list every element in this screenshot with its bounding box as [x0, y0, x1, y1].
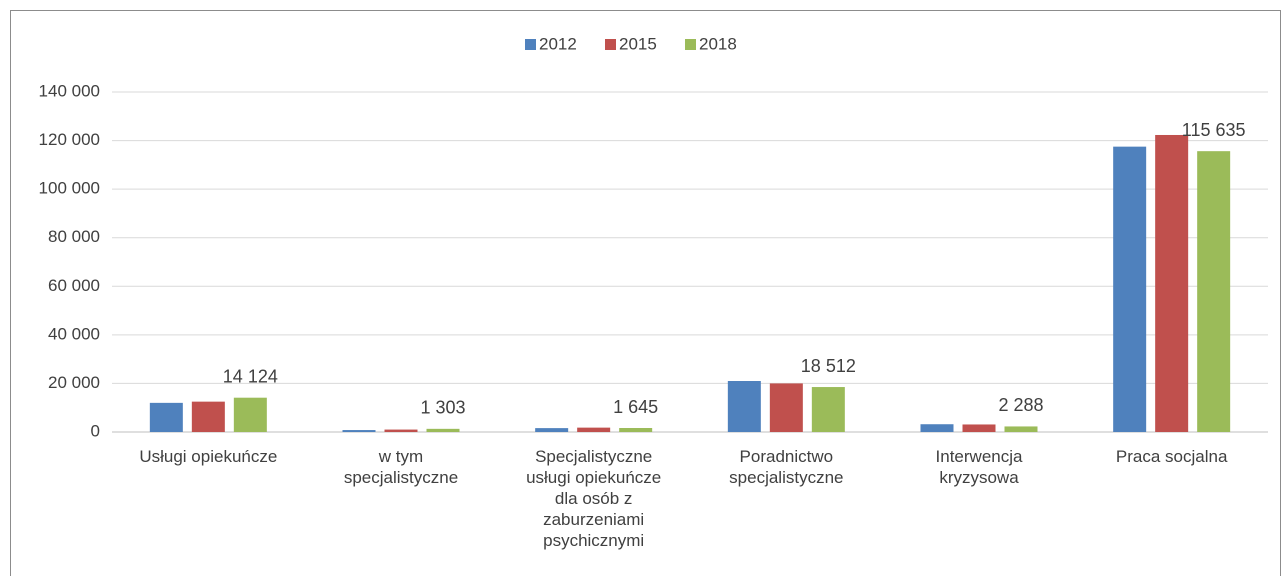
bar [920, 424, 954, 432]
y-tick-label: 80 000 [48, 227, 100, 246]
y-tick-label: 0 [91, 421, 100, 440]
legend-swatch [525, 39, 536, 50]
chart-frame [10, 10, 1281, 576]
bar [619, 428, 653, 432]
bar [426, 428, 460, 432]
bar [233, 397, 267, 432]
y-tick-label: 40 000 [48, 324, 100, 343]
x-tick-label: Specjalistyczne usługi opiekuńcze dla os… [526, 447, 662, 550]
bar [1113, 146, 1147, 432]
data-label: 115 635 [1182, 120, 1246, 140]
bar [384, 429, 418, 432]
y-tick-label: 20 000 [48, 373, 100, 392]
bar [962, 424, 996, 432]
y-tick-label: 120 000 [39, 130, 100, 149]
x-tick-label: w tym specjalistyczne [343, 447, 459, 487]
bar [1155, 134, 1189, 432]
legend-swatch [605, 39, 616, 50]
data-label: 1 303 [420, 398, 465, 418]
bar [1004, 426, 1038, 432]
data-label: 18 512 [801, 356, 856, 376]
bar [811, 387, 845, 432]
x-tick-label: Interwencja kryzysowa [935, 447, 1023, 487]
x-tick-label: Praca socjalna [1115, 447, 1228, 466]
legend-swatch [685, 39, 696, 50]
bar [769, 383, 803, 432]
x-tick-label: Usługi opiekuńcze [139, 447, 278, 466]
bar [577, 427, 611, 432]
y-tick-label: 60 000 [48, 276, 100, 295]
y-tick-label: 100 000 [39, 179, 100, 198]
legend-label: 2015 [619, 34, 657, 53]
legend-label: 2018 [699, 34, 737, 53]
legend-label: 2012 [539, 34, 577, 53]
data-label: 14 124 [223, 366, 278, 386]
data-label: 1 645 [613, 397, 658, 417]
bar [149, 402, 183, 432]
data-label: 2 288 [998, 395, 1043, 415]
bar [535, 428, 569, 432]
bar [342, 430, 376, 432]
x-tick-label: Poradnictwo specjalistyczne [729, 447, 844, 487]
bar [1197, 151, 1231, 432]
bar [191, 401, 225, 432]
bar [727, 381, 761, 432]
y-tick-label: 140 000 [39, 81, 100, 100]
